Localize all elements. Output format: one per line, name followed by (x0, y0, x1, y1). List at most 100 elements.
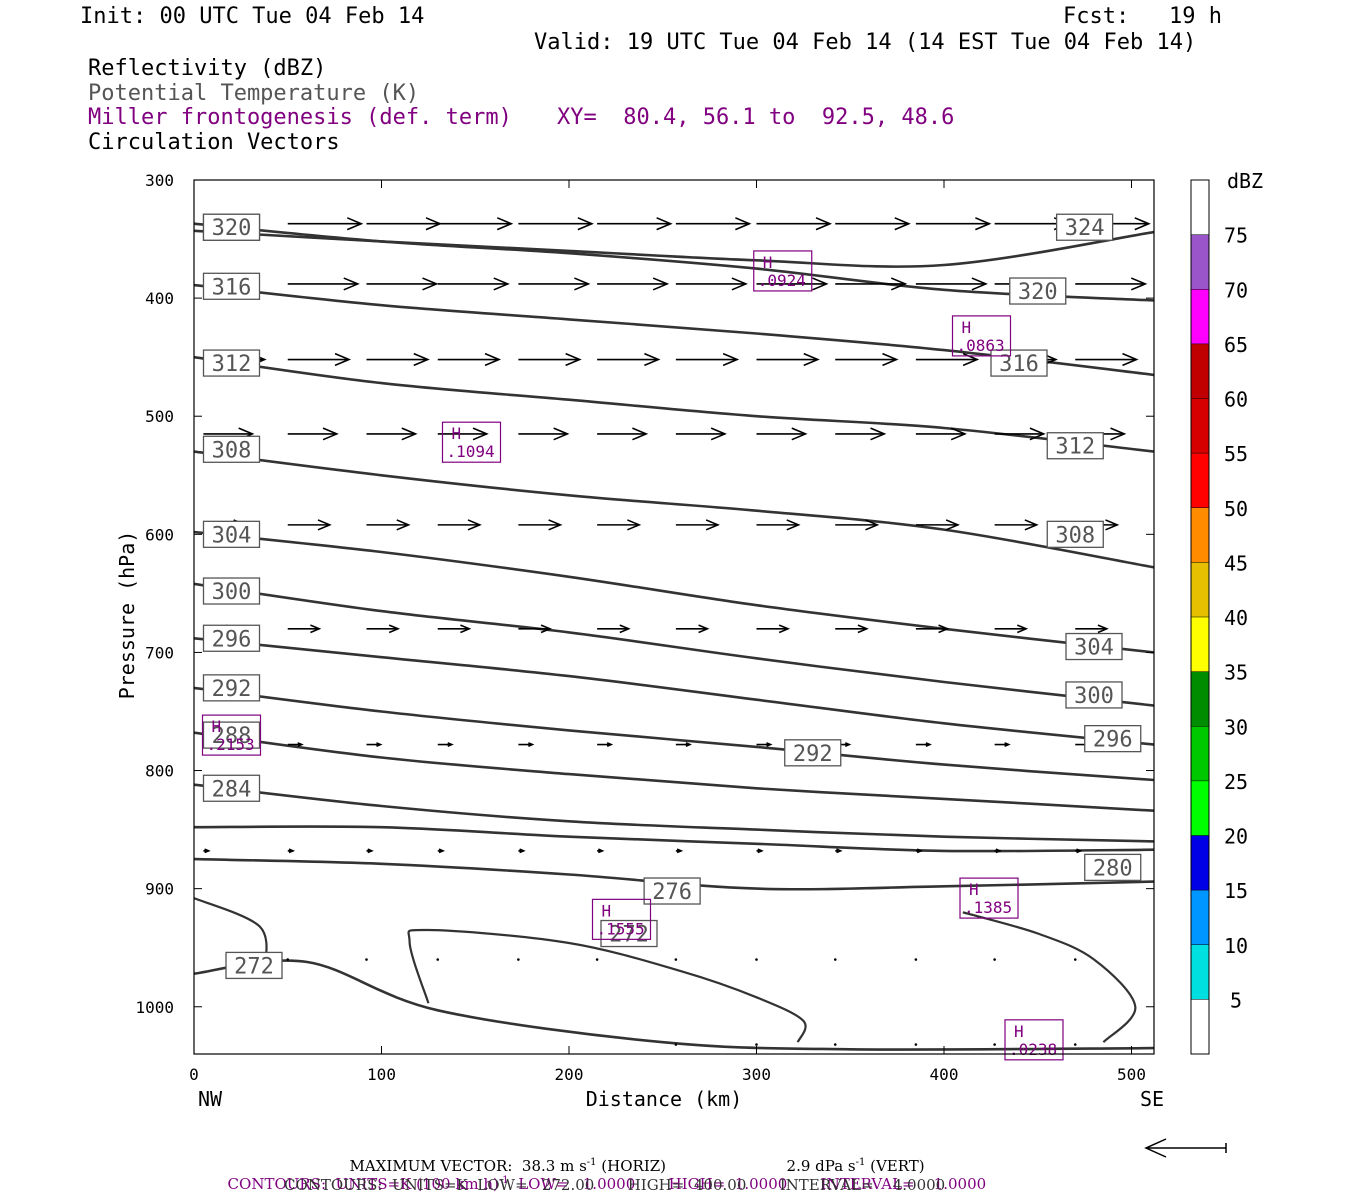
theta-label-288: 288 (202, 721, 261, 749)
miller-max-label: H (763, 253, 773, 272)
circulation-vector (287, 848, 296, 854)
circulation-vector (833, 958, 837, 961)
theta-label-text: 324 (1065, 216, 1105, 241)
x-tick-label: 400 (930, 1065, 959, 1084)
vector-head (1105, 519, 1120, 531)
vector-head (632, 427, 649, 441)
circulation-vector (675, 624, 710, 634)
theta-label-text: 312 (1055, 435, 1095, 460)
theta-label-text: 280 (1093, 856, 1133, 881)
colorbar-segment (1191, 726, 1209, 781)
vector-dot (1073, 958, 1077, 961)
vector-head (484, 352, 502, 367)
valid-time: Valid: 19 UTC Tue 04 Feb 14 (14 EST Tue … (534, 30, 1197, 55)
vector-head (619, 624, 631, 634)
circulation-vector (437, 848, 446, 854)
theta-label-box (202, 577, 261, 605)
x-axis-title: Distance (km) (586, 1087, 743, 1111)
colorbar-segment (1191, 890, 1209, 945)
miller-max-box (959, 877, 1019, 919)
theta-contour-300 (194, 582, 1154, 707)
theta-label-box (1009, 277, 1067, 305)
circulation-vector (675, 277, 748, 291)
vector-head (870, 427, 887, 441)
x-tick-label: 300 (742, 1065, 771, 1084)
y-tick-label: 700 (145, 643, 174, 662)
theta-label-text: 288 (212, 724, 252, 749)
circulation-vector (203, 848, 211, 854)
vector-head (1110, 427, 1127, 441)
vector-head (916, 848, 924, 854)
xy-endpoints: XY= 80.4, 56.1 to 92.5, 48.6 (557, 105, 955, 130)
contours-miller-a: CONTOURS: UNITS=K (100 km h) (227, 1175, 499, 1193)
vector-head (438, 848, 446, 854)
circulation-vector (675, 742, 692, 747)
vector-head (528, 742, 535, 747)
vector-head (388, 624, 401, 634)
circulation-vector (366, 427, 418, 441)
circulation-vector (518, 427, 570, 441)
colorbar-label: 75 (1224, 224, 1248, 248)
theta-contour-312 (194, 355, 1154, 453)
circulation-vector (597, 624, 631, 634)
y-tick-label: 900 (145, 880, 174, 899)
contours-miller-exp: -1 (498, 1175, 509, 1186)
circulation-vector (915, 277, 988, 291)
circulation-vector (517, 958, 520, 961)
colorbar-segment (1191, 944, 1209, 1000)
vector-dot (914, 1043, 918, 1046)
vector-head (367, 848, 374, 854)
vector-head (945, 519, 960, 531)
vector-head (343, 277, 360, 291)
vector-dot (993, 1043, 996, 1046)
vector-head (938, 624, 950, 634)
vector-head (317, 519, 332, 531)
theta-label-296: 296 (202, 624, 261, 652)
miller-max-label: H (452, 424, 462, 443)
max-vector-text: MAXIMUM VECTOR: 38.3 m s (349, 1157, 587, 1175)
circulation-vector (915, 427, 967, 441)
colorbar-segment (1191, 780, 1209, 836)
circulation-vector (835, 277, 908, 291)
vector-head (472, 427, 489, 441)
theta-label-304: 304 (202, 520, 261, 548)
vector-dot (286, 958, 290, 961)
circulation-vector (675, 519, 720, 531)
theta-label-text: 320 (1018, 280, 1058, 305)
theta-label-box (202, 272, 261, 300)
x-tick-label: 200 (555, 1065, 584, 1084)
theta-contour-288 (194, 731, 1154, 812)
vector-head (676, 848, 684, 854)
circulation-vector (518, 848, 526, 854)
vector-head (310, 624, 322, 634)
circulation-vector (518, 277, 591, 291)
forecast-hour: Fcst: 19 h (1063, 4, 1222, 29)
colorbar-segment (1191, 617, 1209, 672)
circulation-vector (597, 427, 649, 441)
vector-head (496, 217, 514, 231)
circulation-vector (914, 958, 918, 961)
vector-head (865, 519, 880, 531)
vector-dot (914, 958, 918, 961)
circulation-vector (366, 624, 401, 634)
theta-label-316: 316 (202, 272, 261, 300)
colorbar-label: 50 (1224, 497, 1248, 521)
theta-contour-280 (194, 825, 1154, 853)
miller-contour-3 (962, 911, 1137, 1044)
circulation-vector (756, 427, 808, 441)
vector-head (685, 742, 692, 747)
circulation-vector (597, 217, 673, 231)
theta-label-308: 308 (1046, 520, 1104, 548)
vector-head (1097, 624, 1109, 634)
vector-dot (436, 958, 440, 961)
miller-max-label: H (1014, 1022, 1024, 1041)
circulation-vector (365, 958, 368, 961)
miller-max-label: H (962, 318, 972, 337)
vector-head (376, 742, 383, 747)
vector-dot (674, 1043, 678, 1046)
theta-label-box (202, 213, 261, 241)
end-label-se: SE (1140, 1087, 1164, 1111)
vector-head (812, 277, 829, 291)
theta-label-box (225, 951, 283, 980)
contours-miller-b: LOW= 1.0000 HIGH= 1.0000 INTERVAL= 1.000… (508, 1175, 987, 1193)
